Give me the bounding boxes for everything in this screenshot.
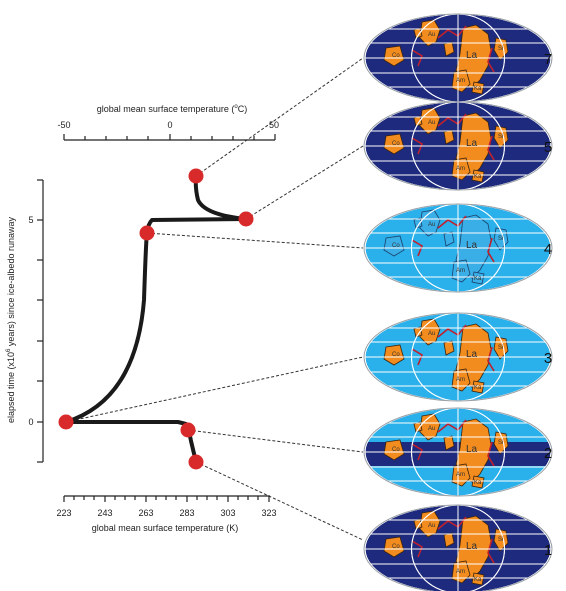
continent-label-la: La	[466, 138, 478, 149]
marker-stage-2	[180, 422, 196, 438]
bottom-tick-label: 303	[220, 508, 235, 518]
globe-stage-2: La Au Si Am Co Ka	[363, 407, 553, 497]
globe-rift-lines	[411, 215, 495, 263]
marker-stage-3	[58, 414, 74, 430]
left-axis-ticks	[37, 179, 43, 463]
continent-label-si: Si	[498, 134, 503, 140]
stage-markers	[58, 168, 254, 470]
continent-label-co: Co	[392, 141, 400, 147]
globe-outline	[363, 312, 553, 402]
connector-7	[195, 57, 364, 177]
continent-label-co: Co	[392, 544, 400, 550]
bottom-axis-ticks	[63, 496, 270, 502]
continent-label-la: La	[466, 444, 478, 455]
bottom-tick-label: 223	[56, 508, 71, 518]
stage-number-1: 1	[544, 542, 552, 559]
continent-label-ka: Ka	[474, 276, 482, 282]
continent-label-co: Co	[392, 53, 400, 59]
bottom-tick-label: 323	[261, 508, 276, 518]
left-tick-label: 0	[28, 417, 33, 427]
temperature-trajectory-curve	[64, 174, 248, 464]
continent-label-co: Co	[392, 352, 400, 358]
stage-number-4: 4	[544, 241, 552, 258]
continent-label-si: Si	[498, 345, 503, 351]
connector-4	[146, 232, 364, 249]
globe-outline	[363, 407, 553, 497]
globe-stage-3: La Au Si Am Co Ka	[363, 312, 553, 402]
continent-label-la: La	[466, 541, 478, 552]
globe-rift-lines	[411, 419, 495, 467]
continent-label-am: Am	[456, 377, 465, 383]
globe-rift-lines	[411, 25, 495, 73]
left-axis: 5 0 elapsed time (x106 years) since ice-…	[6, 179, 44, 463]
connector-1	[195, 461, 364, 541]
top-axis-ticks	[63, 134, 276, 140]
globe-column: LaAuSiAmCoKa7LaAuSiAmCoKa5LaAuSiAmCoKa4L…	[363, 13, 553, 591]
globe-outline	[363, 203, 553, 293]
continent-label-la: La	[466, 349, 478, 360]
globe-outline	[363, 504, 553, 591]
globe-rift-lines	[411, 516, 495, 564]
globe-stage-1: La Au Si Am Co Ka	[363, 504, 553, 591]
continent-label-au: Au	[428, 426, 435, 432]
stage-number-5: 5	[544, 139, 552, 156]
continent-label-am: Am	[456, 472, 465, 478]
continent-label-la: La	[466, 50, 478, 61]
continent-label-si: Si	[498, 440, 503, 446]
globe-stage-7: La Au Si Am Co Ka	[363, 13, 553, 103]
bottom-tick-label: 263	[138, 508, 153, 518]
bottom-axis-title: global mean surface temperature (K)	[92, 523, 239, 533]
continent-label-co: Co	[392, 447, 400, 453]
continent-label-am: Am	[456, 268, 465, 274]
connector-2	[187, 429, 364, 453]
marker-stage-1	[188, 454, 204, 470]
marker-stage-7	[188, 168, 204, 184]
connector-5	[245, 145, 364, 220]
top-axis: global mean surface temperature (oC) -50…	[57, 104, 279, 141]
globe-outline	[363, 101, 553, 191]
continent-label-au: Au	[428, 331, 435, 337]
top-axis-title: global mean surface temperature (oC)	[97, 104, 247, 114]
continent-label-ka: Ka	[474, 480, 482, 486]
bottom-tick-label: 243	[97, 508, 112, 518]
bottom-axis: 223 243 263 283 303 323 global mean surf…	[56, 495, 277, 533]
continent-label-co: Co	[392, 243, 400, 249]
top-tick-label: -50	[57, 120, 70, 130]
stage-number-3: 3	[544, 350, 552, 367]
continent-label-au: Au	[428, 32, 435, 38]
connector-lines	[65, 57, 364, 541]
marker-stage-4	[139, 225, 155, 241]
continent-label-ka: Ka	[474, 577, 482, 583]
continent-label-am: Am	[456, 166, 465, 172]
continent-label-au: Au	[428, 120, 435, 126]
continent-label-am: Am	[456, 569, 465, 575]
continent-label-ka: Ka	[474, 385, 482, 391]
globe-stage-4: La Au Si Am Co Ka	[363, 203, 553, 293]
stage-number-7: 7	[544, 51, 552, 68]
globe-rift-lines	[411, 113, 495, 161]
top-tick-label: 0	[167, 120, 172, 130]
connector-3	[65, 356, 364, 423]
globe-stage-5: La Au Si Am Co Ka	[363, 101, 553, 191]
marker-stage-5	[238, 211, 254, 227]
continent-label-si: Si	[498, 236, 503, 242]
continent-label-au: Au	[428, 523, 435, 529]
left-axis-title: elapsed time (x106 years) since ice-albe…	[6, 217, 16, 423]
continent-label-la: La	[466, 240, 478, 251]
continent-label-au: Au	[428, 222, 435, 228]
top-tick-label: 50	[269, 120, 279, 130]
continent-label-ka: Ka	[474, 86, 482, 92]
continent-label-si: Si	[498, 537, 503, 543]
left-tick-label: 5	[28, 215, 33, 225]
globe-rift-lines	[411, 324, 495, 372]
continent-label-am: Am	[456, 78, 465, 84]
stage-number-2: 2	[544, 445, 552, 462]
bottom-tick-label: 283	[179, 508, 194, 518]
continent-label-si: Si	[498, 46, 503, 52]
continent-label-ka: Ka	[474, 174, 482, 180]
